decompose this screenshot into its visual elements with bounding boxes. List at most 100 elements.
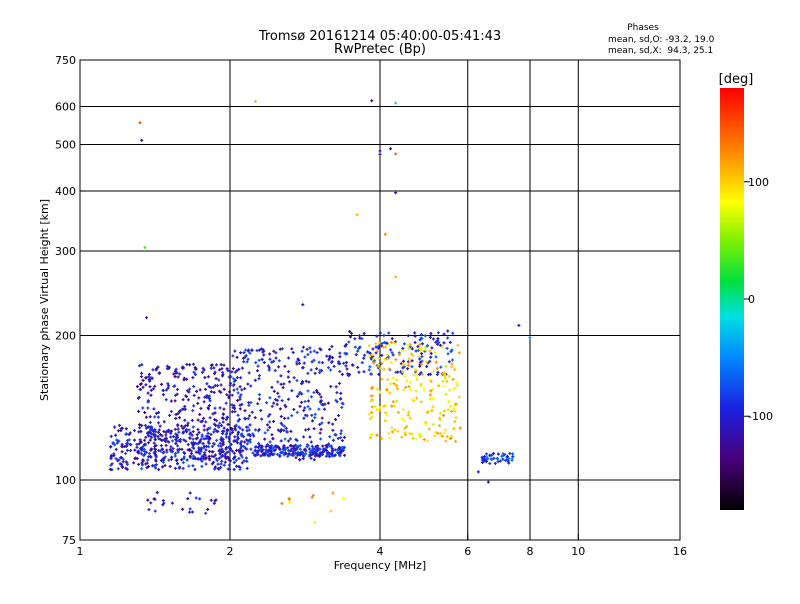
data-point — [215, 459, 219, 463]
data-point — [482, 455, 486, 459]
data-point — [153, 450, 157, 454]
data-point — [340, 401, 344, 405]
data-point — [431, 422, 435, 426]
data-point — [318, 392, 322, 396]
data-point — [422, 438, 426, 442]
data-point — [266, 364, 270, 368]
data-point — [143, 438, 147, 442]
data-point — [115, 441, 119, 445]
data-point — [186, 423, 190, 427]
data-point — [293, 447, 297, 451]
data-point-sparse — [140, 138, 144, 142]
data-point — [147, 430, 151, 434]
data-point — [218, 368, 222, 372]
data-point — [430, 409, 434, 413]
data-point — [385, 413, 389, 417]
data-point — [246, 349, 250, 353]
data-point — [342, 361, 346, 365]
data-point — [237, 457, 241, 461]
data-point — [410, 347, 414, 351]
data-point — [453, 367, 457, 371]
data-point — [410, 359, 414, 363]
data-point-sparse — [138, 121, 142, 125]
data-point — [289, 429, 293, 433]
data-point — [238, 451, 242, 455]
data-point — [202, 457, 206, 461]
data-point — [419, 400, 423, 404]
data-point — [370, 405, 374, 409]
data-point — [225, 429, 229, 433]
data-point — [318, 447, 322, 451]
data-point — [220, 367, 224, 371]
data-point — [245, 459, 249, 463]
data-point — [437, 341, 441, 345]
data-point — [346, 373, 350, 377]
data-point — [378, 331, 382, 335]
data-point — [375, 334, 379, 338]
data-point — [244, 456, 248, 460]
data-point — [303, 355, 307, 359]
colorbar-label: [deg] — [719, 72, 754, 87]
data-point — [230, 410, 234, 414]
data-point — [140, 371, 144, 375]
data-point — [266, 428, 270, 432]
data-point — [319, 348, 323, 352]
data-point — [233, 427, 237, 431]
data-point — [167, 440, 171, 444]
data-point — [154, 447, 158, 451]
data-point — [369, 436, 373, 440]
data-point — [230, 393, 234, 397]
data-point — [370, 387, 374, 391]
data-point — [286, 446, 290, 450]
data-point — [344, 344, 348, 348]
data-point — [216, 429, 220, 433]
data-point — [242, 360, 246, 364]
data-point — [440, 372, 444, 376]
data-point — [247, 403, 251, 407]
data-point — [435, 366, 439, 370]
data-point-sparse — [355, 213, 359, 217]
data-point — [317, 454, 321, 458]
data-point — [286, 439, 290, 443]
data-point — [248, 440, 252, 444]
data-point — [257, 377, 261, 381]
data-point — [260, 450, 264, 454]
data-point — [414, 389, 418, 393]
data-point — [210, 363, 214, 367]
data-point — [443, 376, 447, 380]
data-point — [420, 362, 424, 366]
data-point — [311, 448, 315, 452]
data-point — [326, 453, 330, 457]
data-point — [204, 448, 208, 452]
data-point — [211, 412, 215, 416]
data-point-sparse — [378, 149, 382, 153]
data-point — [377, 372, 381, 376]
data-point — [414, 369, 418, 373]
data-point — [331, 422, 335, 426]
data-point — [443, 431, 447, 435]
data-point — [156, 365, 160, 369]
data-point-sparse — [486, 480, 490, 484]
data-point — [194, 367, 198, 371]
data-point — [450, 362, 454, 366]
data-point — [147, 434, 151, 438]
data-point — [159, 459, 163, 463]
data-point — [200, 464, 204, 468]
data-point — [377, 408, 381, 412]
data-point — [236, 430, 240, 434]
data-point — [168, 448, 172, 452]
data-point-sparse — [528, 336, 532, 340]
data-point — [294, 456, 298, 460]
data-point — [218, 441, 222, 445]
data-point — [403, 427, 407, 431]
data-point — [186, 497, 190, 501]
data-point — [263, 431, 267, 435]
data-point — [232, 460, 236, 464]
data-point — [195, 442, 199, 446]
data-point — [368, 365, 372, 369]
data-point — [199, 406, 203, 410]
data-point — [511, 452, 515, 456]
data-point — [389, 382, 393, 386]
data-point — [450, 434, 454, 438]
data-point — [376, 364, 380, 368]
